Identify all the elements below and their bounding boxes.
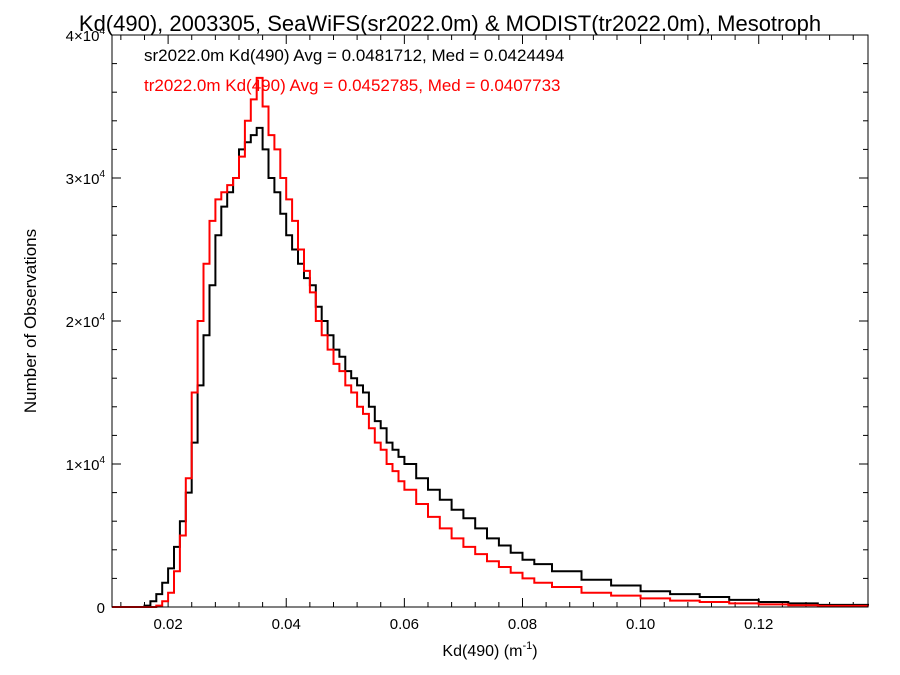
x-axis-label-main: Kd(490) (m [442, 643, 522, 660]
series-line-tr2022 [112, 76, 869, 608]
series-lines [112, 76, 869, 608]
x-axis-label: Kd(490) (m-1) [442, 640, 537, 660]
x-axis-label-sup: -1 [522, 640, 532, 652]
x-tick-label: 0.06 [390, 616, 419, 633]
series-line-sr2022 [112, 126, 869, 608]
axis-ticks: 0.02 0.04 0.06 0.08 0.10 0.12 0 1×104 2×104 3×104… [66, 26, 868, 633]
annotation-tr: tr2022.0m Kd(490) Avg = 0.0452785, Med =… [144, 76, 561, 95]
y-tick-label: 1×104 [66, 455, 106, 474]
chart-title: Kd(490), 2003305, SeaWiFS(sr2022.0m) & M… [79, 11, 821, 36]
x-tick-label: 0.04 [272, 616, 301, 633]
plot-frame [111, 34, 869, 608]
x-tick-label: 0.12 [744, 616, 773, 633]
y-tick-label: 2×104 [66, 312, 106, 331]
y-axis-label: Number of Observations [21, 229, 40, 413]
x-tick-label: 0.08 [508, 616, 537, 633]
y-tick-label: 0 [97, 600, 105, 617]
y-tick-label: 3×104 [66, 169, 106, 188]
x-tick-label: 0.02 [154, 616, 183, 633]
x-axis-label-close: ) [532, 643, 537, 660]
x-tick-label: 0.10 [626, 616, 655, 633]
y-tick-label: 4×104 [66, 26, 106, 45]
annotation-sr: sr2022.0m Kd(490) Avg = 0.0481712, Med =… [144, 46, 564, 65]
